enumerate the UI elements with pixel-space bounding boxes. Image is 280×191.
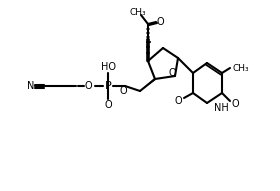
Text: CH₃: CH₃: [232, 63, 249, 73]
Text: P: P: [105, 81, 111, 91]
Text: O: O: [174, 96, 182, 106]
Polygon shape: [146, 39, 150, 61]
Text: CH₃: CH₃: [130, 7, 146, 16]
Text: N: N: [27, 81, 35, 91]
Text: O: O: [231, 99, 239, 109]
Text: O: O: [168, 68, 176, 78]
Text: NH: NH: [214, 103, 229, 113]
Text: O: O: [84, 81, 92, 91]
Text: O: O: [119, 86, 127, 96]
Text: O: O: [156, 17, 164, 27]
Polygon shape: [139, 78, 155, 91]
Text: O: O: [104, 100, 112, 110]
Text: HO: HO: [101, 62, 116, 72]
